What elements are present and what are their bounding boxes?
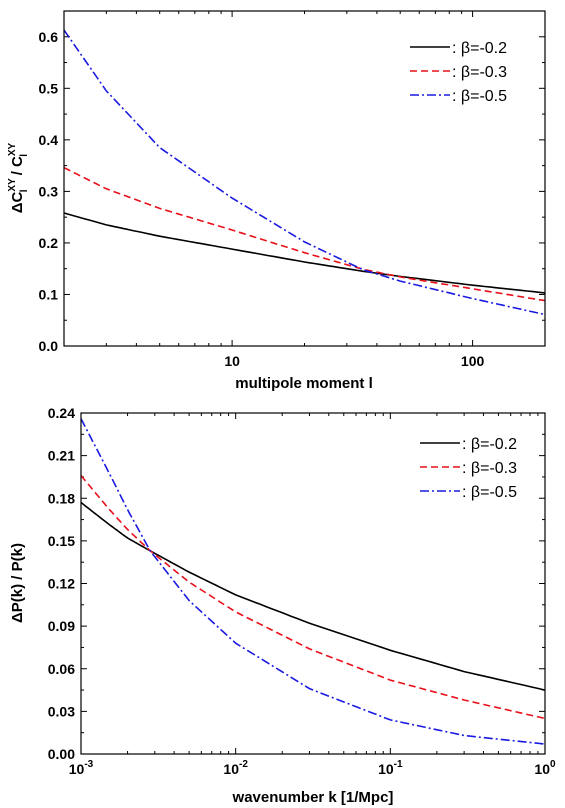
- y-title-sup1: XY: [7, 178, 18, 192]
- chart-bottom-x-axis-title: wavenumber k [1/Mpc]: [232, 789, 394, 806]
- x-tick-label: 10-1: [378, 759, 403, 777]
- y-title-sub1: l: [19, 189, 30, 192]
- chart-top-legend: : β=-0.2 : β=-0.3 : β=-0.5: [410, 40, 507, 105]
- chart-top-y-axis-title: ΔCXYl / CXYl: [7, 142, 30, 213]
- chart-bottom: 0.000.030.060.090.120.150.180.210.2410-3…: [9, 405, 556, 806]
- chart-bottom-legend: : β=-0.2 : β=-0.3 : β=-0.5: [420, 436, 517, 501]
- x-tick-label: 100: [534, 759, 556, 777]
- y-tick-label: 0.06: [48, 661, 75, 677]
- series-line-0: [63, 212, 546, 294]
- chart-bottom-series: [80, 418, 546, 745]
- chart-top-x-axis-title: multipole moment l: [235, 375, 373, 392]
- y-title-sub2: l: [19, 154, 30, 157]
- y-tick-label: 0.03: [48, 703, 75, 719]
- x-tick-label-exponent: -3: [84, 759, 93, 770]
- legend-label-beta-0.5: : β=-0.5: [462, 484, 517, 501]
- series-line-2: [80, 418, 546, 745]
- x-tick-label: 10-3: [69, 759, 94, 777]
- legend-label-beta-0.2: : β=-0.2: [462, 436, 517, 453]
- x-tick-label-base: 10: [378, 761, 394, 777]
- y-tick-label: 0.2: [39, 235, 59, 251]
- x-tick-label-base: 10: [534, 761, 550, 777]
- x-tick-label: 100: [461, 353, 485, 369]
- x-tick-label-exponent: -2: [239, 759, 248, 770]
- legend-label-beta-0.3: : β=-0.3: [452, 64, 507, 81]
- series-line-1: [80, 474, 546, 720]
- y-title-delta: Δ: [9, 202, 26, 213]
- y-tick-label: 0.0: [39, 338, 59, 354]
- y-tick-label: 0.18: [48, 490, 75, 506]
- y-tick-label: 0.4: [39, 132, 59, 148]
- chart-top: 0.0 0.1 0.2 0.3 0.4 0.5 0.6 10 100 : β=-0.2 : β=…: [7, 10, 546, 392]
- x-tick-label-exponent: -1: [394, 759, 403, 770]
- chart-bottom-y-axis-title: ΔP(k) / P(k): [9, 543, 26, 623]
- y-tick-label: 0.3: [39, 183, 59, 199]
- legend-label-beta-0.3: : β=-0.3: [462, 460, 517, 477]
- series-line-1: [63, 166, 546, 302]
- x-tick-label: 10: [224, 353, 240, 369]
- chart-bottom-tick-labels: 0.000.030.060.090.120.150.180.210.2410-3…: [48, 405, 556, 777]
- y-tick-label: 0.6: [39, 29, 59, 45]
- chart-top-tick-labels: 0.0 0.1 0.2 0.3 0.4 0.5 0.6 10 100: [39, 29, 485, 369]
- chart-top-series: [63, 29, 546, 316]
- y-title-slash: /: [9, 167, 26, 180]
- x-tick-label-base: 10: [223, 761, 239, 777]
- x-tick-label-exponent: 0: [550, 759, 556, 770]
- legend-label-beta-0.2: : β=-0.2: [452, 40, 507, 57]
- chart-bottom-plot-frame: [80, 412, 546, 755]
- y-tick-label: 0.00: [48, 746, 75, 762]
- legend-label-beta-0.5: : β=-0.5: [452, 88, 507, 105]
- y-tick-label: 0.1: [39, 286, 59, 302]
- y-tick-label: 0.24: [48, 405, 75, 421]
- x-tick-label: 10-2: [223, 759, 248, 777]
- chart-top-plot-frame: [63, 10, 546, 347]
- y-tick-label: 0.12: [48, 576, 75, 592]
- x-tick-label-base: 10: [69, 761, 85, 777]
- y-tick-label: 0.09: [48, 618, 75, 634]
- y-title-c2: C: [9, 156, 26, 167]
- series-line-2: [63, 29, 546, 316]
- series-line-0: [80, 501, 546, 691]
- y-tick-label: 0.21: [48, 448, 75, 464]
- y-tick-label: 0.5: [39, 80, 59, 96]
- y-title-c1: C: [9, 191, 26, 202]
- y-tick-label: 0.15: [48, 533, 75, 549]
- y-title-sup2: XY: [7, 142, 18, 156]
